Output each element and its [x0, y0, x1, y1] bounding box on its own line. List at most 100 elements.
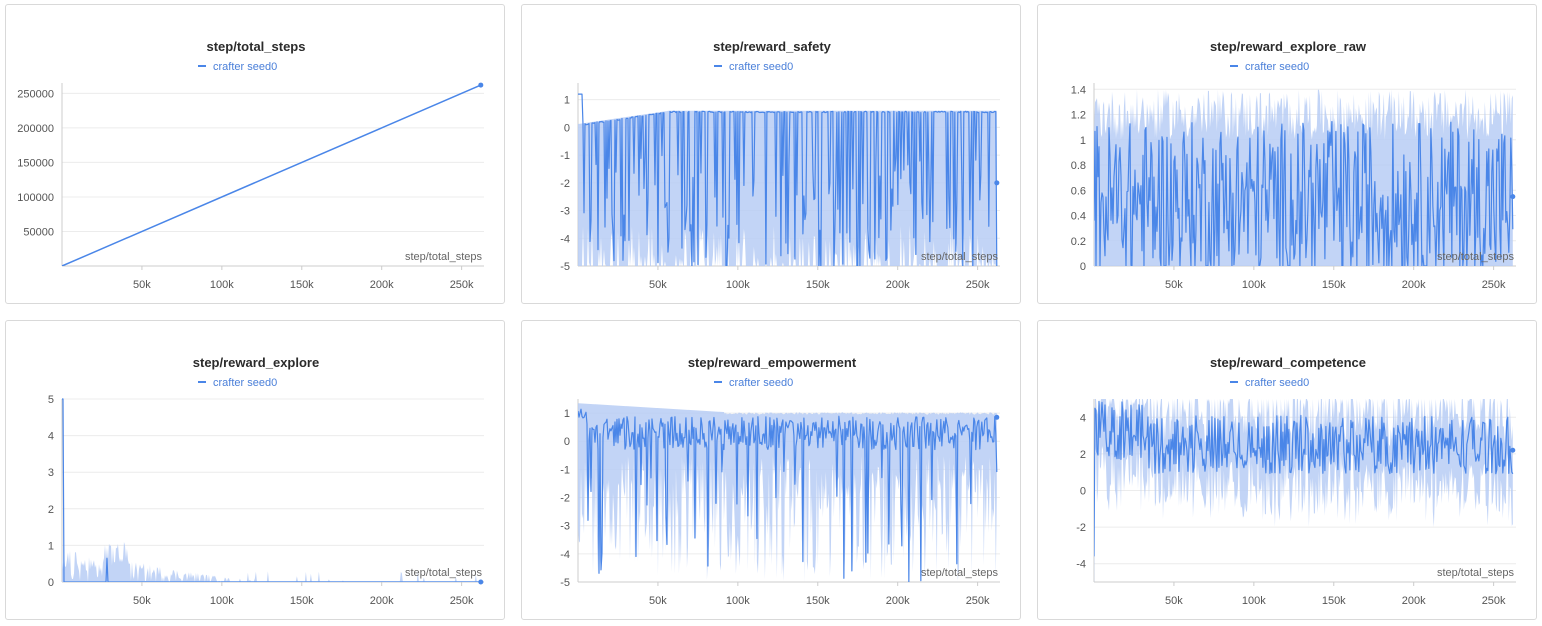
x-tick-label: 150k — [290, 595, 314, 607]
y-tick-label: 0.2 — [1071, 236, 1086, 248]
chart-title: step/total_steps — [207, 39, 306, 54]
legend: crafter seed0 — [714, 377, 793, 389]
series-endpoint — [1510, 447, 1516, 453]
chart-title: step/reward_empowerment — [688, 355, 857, 370]
legend: crafter seed0 — [198, 377, 277, 389]
x-tick-label: 50k — [1165, 279, 1183, 291]
x-tick-label: 250k — [1482, 595, 1506, 607]
y-tick-label: -4 — [1076, 559, 1086, 571]
series-line — [1094, 400, 1514, 557]
legend: crafter seed0 — [1230, 377, 1309, 389]
chart-panel-reward-competence: step/reward_competence crafter seed0 4 2 0 -2… — [1037, 320, 1537, 620]
x-tick-label: 150k — [806, 279, 830, 291]
x-tick-label: 50k — [133, 279, 151, 291]
series-endpoint — [994, 180, 1000, 186]
x-tick-label: 250k — [966, 595, 990, 607]
y-tick-label: 1.4 — [1071, 84, 1086, 96]
series-band — [578, 403, 997, 582]
x-axis-label: step/total_steps — [1437, 251, 1515, 263]
plot-area — [578, 403, 998, 582]
y-tick-label: 0.6 — [1071, 185, 1086, 197]
series-band — [1094, 89, 1513, 266]
plot-area — [578, 93, 998, 266]
x-axis-label: step/total_steps — [921, 251, 999, 263]
x-axis-label: step/total_steps — [405, 567, 483, 579]
y-tick-label: 1 — [1080, 135, 1086, 147]
y-tick-label: 1 — [48, 540, 54, 552]
x-tick-label: 50k — [1165, 595, 1183, 607]
y-tick-label: 0 — [564, 122, 570, 134]
x-tick-label: 200k — [1402, 279, 1426, 291]
x-tick-label: 50k — [133, 595, 151, 607]
x-tick-label: 250k — [1482, 279, 1506, 291]
x-axis-label: step/total_steps — [1437, 567, 1515, 579]
x-tick-label: 100k — [210, 279, 234, 291]
x-tick-label: 100k — [1242, 595, 1266, 607]
y-tick-label: 0.8 — [1071, 160, 1086, 172]
y-tick-label: -4 — [560, 549, 570, 561]
series-endpoint — [994, 414, 1000, 420]
series-band — [62, 542, 481, 582]
series-line — [578, 93, 998, 266]
chart-panel-reward-safety: step/reward_safety crafter seed0 1 0 -1 -2 -3 -… — [521, 4, 1021, 304]
y-tick-label: 5 — [48, 394, 54, 406]
x-tick-label: 200k — [370, 279, 394, 291]
y-tick-label: 1.2 — [1071, 110, 1086, 122]
x-tick-label: 50k — [649, 595, 667, 607]
x-tick-label: 200k — [886, 595, 910, 607]
y-tick-label: 0 — [1080, 486, 1086, 498]
y-tick-label: 3 — [48, 467, 54, 479]
plot-area — [62, 398, 481, 582]
legend: crafter seed0 — [198, 61, 277, 73]
x-tick-label: 150k — [290, 279, 314, 291]
y-tick-label: 1 — [564, 95, 570, 107]
chart-panel-total-steps: step/total_steps crafter seed0 50000 100000… — [5, 4, 505, 304]
legend-label: crafter seed0 — [213, 377, 277, 389]
chart-panel-reward-empowerment: step/reward_empowerment crafter seed0 1 0 -1… — [521, 320, 1021, 620]
x-tick-label: 250k — [450, 279, 474, 291]
y-tick-label: 4 — [48, 431, 54, 443]
legend-label: crafter seed0 — [729, 377, 793, 389]
x-tick-label: 50k — [649, 279, 667, 291]
chart-title: step/reward_explore — [193, 355, 319, 370]
legend: crafter seed0 — [714, 61, 793, 73]
y-tick-label: -5 — [560, 577, 570, 589]
x-axis-label: step/total_steps — [921, 567, 999, 579]
y-tick-label: 2 — [48, 504, 54, 516]
y-tick-label: -2 — [560, 178, 570, 190]
y-tick-label: 4 — [1080, 412, 1086, 424]
x-tick-label: 250k — [450, 595, 474, 607]
y-tick-label: 2 — [1080, 449, 1086, 461]
plot-area — [62, 84, 482, 266]
plot-area — [1094, 399, 1514, 582]
series-line — [62, 84, 482, 266]
x-tick-label: 150k — [806, 595, 830, 607]
series-line — [1094, 120, 1514, 266]
chart-title: step/reward_safety — [713, 39, 832, 54]
legend-label: crafter seed0 — [1245, 61, 1309, 73]
chart-title: step/reward_explore_raw — [1210, 39, 1367, 54]
x-tick-label: 200k — [886, 279, 910, 291]
x-tick-label: 200k — [370, 595, 394, 607]
y-tick-label: 100000 — [17, 192, 54, 204]
y-tick-label: 200000 — [17, 123, 54, 135]
x-tick-label: 100k — [210, 595, 234, 607]
y-tick-label: -2 — [1076, 522, 1086, 534]
y-tick-label: 250000 — [17, 88, 54, 100]
x-tick-label: 200k — [1402, 595, 1426, 607]
x-tick-label: 100k — [726, 595, 750, 607]
series-endpoint — [478, 82, 484, 88]
legend-label: crafter seed0 — [729, 61, 793, 73]
chart-panel-reward-explore: step/reward_explore crafter seed0 5 4 3 2 1 0 50… — [5, 320, 505, 620]
x-tick-label: 100k — [726, 279, 750, 291]
x-tick-label: 150k — [1322, 595, 1346, 607]
y-tick-label: -1 — [560, 464, 570, 476]
legend-label: crafter seed0 — [213, 61, 277, 73]
plot-area — [1094, 89, 1514, 266]
